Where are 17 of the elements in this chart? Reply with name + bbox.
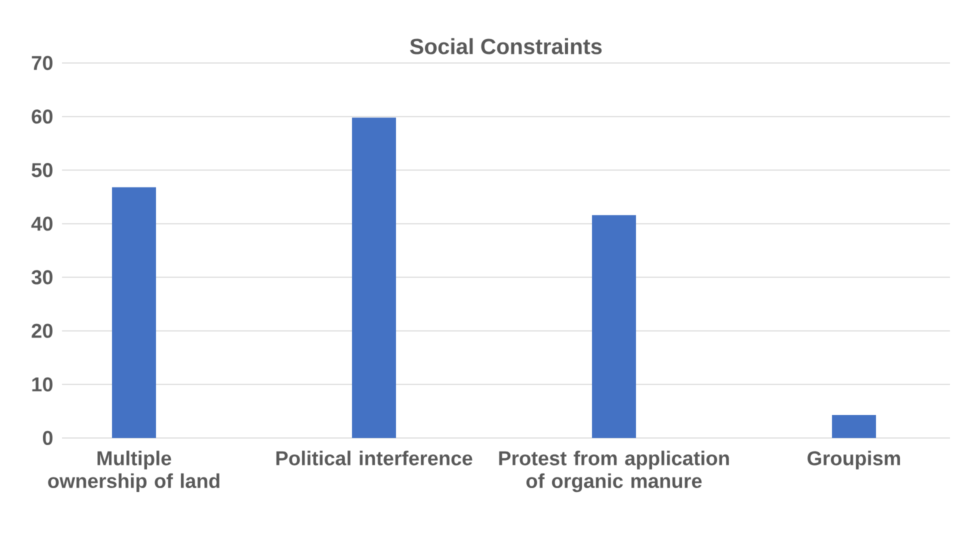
- bar: [112, 187, 156, 438]
- x-tick-label: Multiple ownership of land: [48, 450, 220, 492]
- x-tick-label: Political interference: [276, 450, 472, 466]
- y-tick-label: 60: [32, 109, 52, 124]
- y-tick-label: 50: [32, 163, 52, 178]
- bar: [592, 215, 636, 438]
- y-tick-label: 0: [42, 430, 52, 446]
- y-tick-label: 70: [32, 56, 52, 70]
- bar: [832, 414, 876, 438]
- y-tick-label: 40: [31, 216, 52, 231]
- bar: [352, 118, 396, 438]
- chart-title: Social Constraints: [410, 38, 602, 54]
- x-tick-label: Groupism: [808, 450, 900, 470]
- y-tick-label: 20: [32, 324, 52, 338]
- x-tick-label: Protest from application of organic manure: [499, 450, 729, 492]
- y-tick-label: 10: [32, 377, 52, 392]
- y-tick-label: 30: [32, 270, 52, 284]
